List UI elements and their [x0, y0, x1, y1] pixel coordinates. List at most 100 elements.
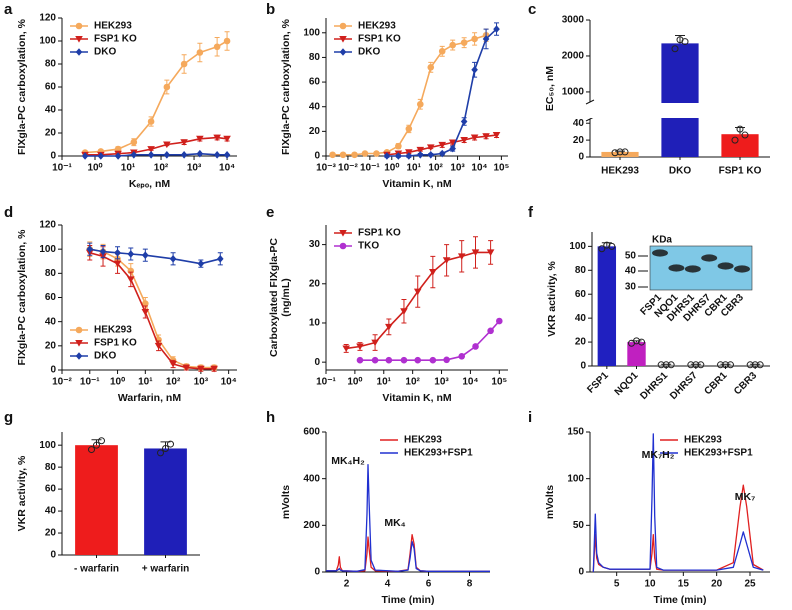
y-tick-label: 20 [45, 128, 57, 139]
marker [405, 152, 413, 160]
marker [429, 356, 437, 364]
legend-label: HEK293 [404, 435, 442, 446]
x-tick-label: 10⁻¹ [360, 163, 380, 174]
x-tick-label: 6 [426, 579, 432, 590]
legend-marker [75, 48, 83, 56]
x-tick-label: 10 [644, 579, 656, 590]
x-tick-label: NQO1 [613, 370, 641, 398]
marker [442, 257, 451, 264]
marker [126, 276, 135, 283]
replicate-point [736, 125, 744, 133]
y-tick-label: 30 [309, 239, 321, 250]
replicate-point [598, 245, 606, 253]
marker [438, 141, 447, 149]
legend-label: HEK293 [684, 435, 722, 446]
marker [216, 255, 224, 263]
marker [114, 152, 122, 160]
y-tick-label: 60 [309, 77, 321, 88]
y-tick-label: 20 [573, 135, 585, 146]
y-tick-label: 80 [45, 59, 57, 70]
series-line [360, 320, 500, 361]
legend-label: TKO [358, 241, 379, 252]
x-tick-label: 10⁰ [87, 163, 102, 174]
legend-label: DKO [94, 47, 116, 58]
error-bar [615, 150, 625, 152]
marker [163, 151, 171, 159]
replicate-point [603, 241, 611, 249]
bar [75, 445, 118, 555]
blot-band [734, 265, 750, 273]
replicate-point [657, 361, 665, 369]
marker [400, 308, 408, 315]
bar [656, 364, 676, 366]
x-tick-label: 10⁵ [493, 163, 509, 174]
marker [351, 151, 358, 159]
marker [417, 100, 424, 108]
marker [97, 152, 105, 160]
marker [329, 151, 336, 159]
legend-marker [75, 36, 83, 43]
legend-label: HEK293 [358, 21, 396, 32]
marker [142, 251, 149, 260]
y-tick-label: 40 [309, 101, 321, 112]
marker [496, 317, 503, 325]
annotation: MK₄H₂ [331, 455, 365, 467]
replicate-point [638, 338, 645, 346]
x-tick-label: FSP1 [585, 370, 611, 396]
y-tick-label: 40 [45, 316, 57, 327]
marker [147, 151, 155, 159]
y-tick-label: 120 [39, 13, 56, 24]
legend-marker [339, 230, 347, 237]
marker [427, 150, 435, 159]
y-tick-label: 20 [45, 340, 57, 351]
y-tick-label: 60 [45, 484, 57, 495]
annotation: MK₇H₂ [642, 449, 675, 461]
x-tick-label: FSP1 KO [719, 166, 762, 177]
y-tick-label: 80 [45, 268, 57, 279]
marker [223, 151, 231, 159]
bar [721, 134, 759, 157]
marker [438, 149, 446, 158]
marker [460, 117, 468, 126]
x-tick-label: 10² [154, 163, 169, 174]
blot-band [652, 249, 668, 257]
x-tick-label: 10¹ [406, 163, 421, 174]
x-tick-label: 10⁻¹ [52, 163, 72, 174]
marker [416, 146, 425, 154]
legend-label: FSP1 KO [94, 338, 137, 349]
series-line [326, 464, 490, 572]
marker [395, 152, 402, 160]
replicate-point [162, 444, 169, 452]
x-tick-label: 10³ [450, 163, 465, 174]
series-line [85, 136, 228, 156]
marker [147, 146, 155, 153]
replicate-point [717, 361, 724, 369]
marker [449, 41, 456, 49]
bar [661, 43, 699, 157]
marker [213, 43, 221, 51]
x-tick-label: 15 [678, 579, 690, 590]
panel-label: a [4, 1, 13, 18]
x-axis-label: Kₑₚₒ, nM [129, 178, 171, 190]
marker [196, 49, 204, 56]
panel-label: g [4, 409, 13, 426]
y-tick-label: 0 [580, 361, 586, 372]
error-bar [735, 126, 745, 135]
marker [169, 255, 177, 263]
x-tick-label: - warfarin [74, 564, 119, 575]
x-tick-label: 10¹ [377, 377, 392, 388]
y-tick-label: 60 [575, 289, 587, 300]
bar [144, 448, 187, 555]
panel-label: i [528, 409, 532, 426]
marker [493, 25, 500, 33]
legend-label: FSP1 KO [358, 228, 401, 239]
marker [385, 356, 393, 364]
x-tick-label: 10⁻¹ [80, 377, 100, 388]
x-tick-label: 10⁻² [338, 163, 358, 174]
y-tick-label: 0 [50, 365, 56, 376]
x-tick-label: 25 [744, 579, 756, 590]
y-tick-label: 400 [303, 473, 320, 484]
axis-break-gap [591, 103, 771, 118]
replicate-point [608, 242, 616, 250]
y-tick-label: 3000 [562, 15, 585, 26]
